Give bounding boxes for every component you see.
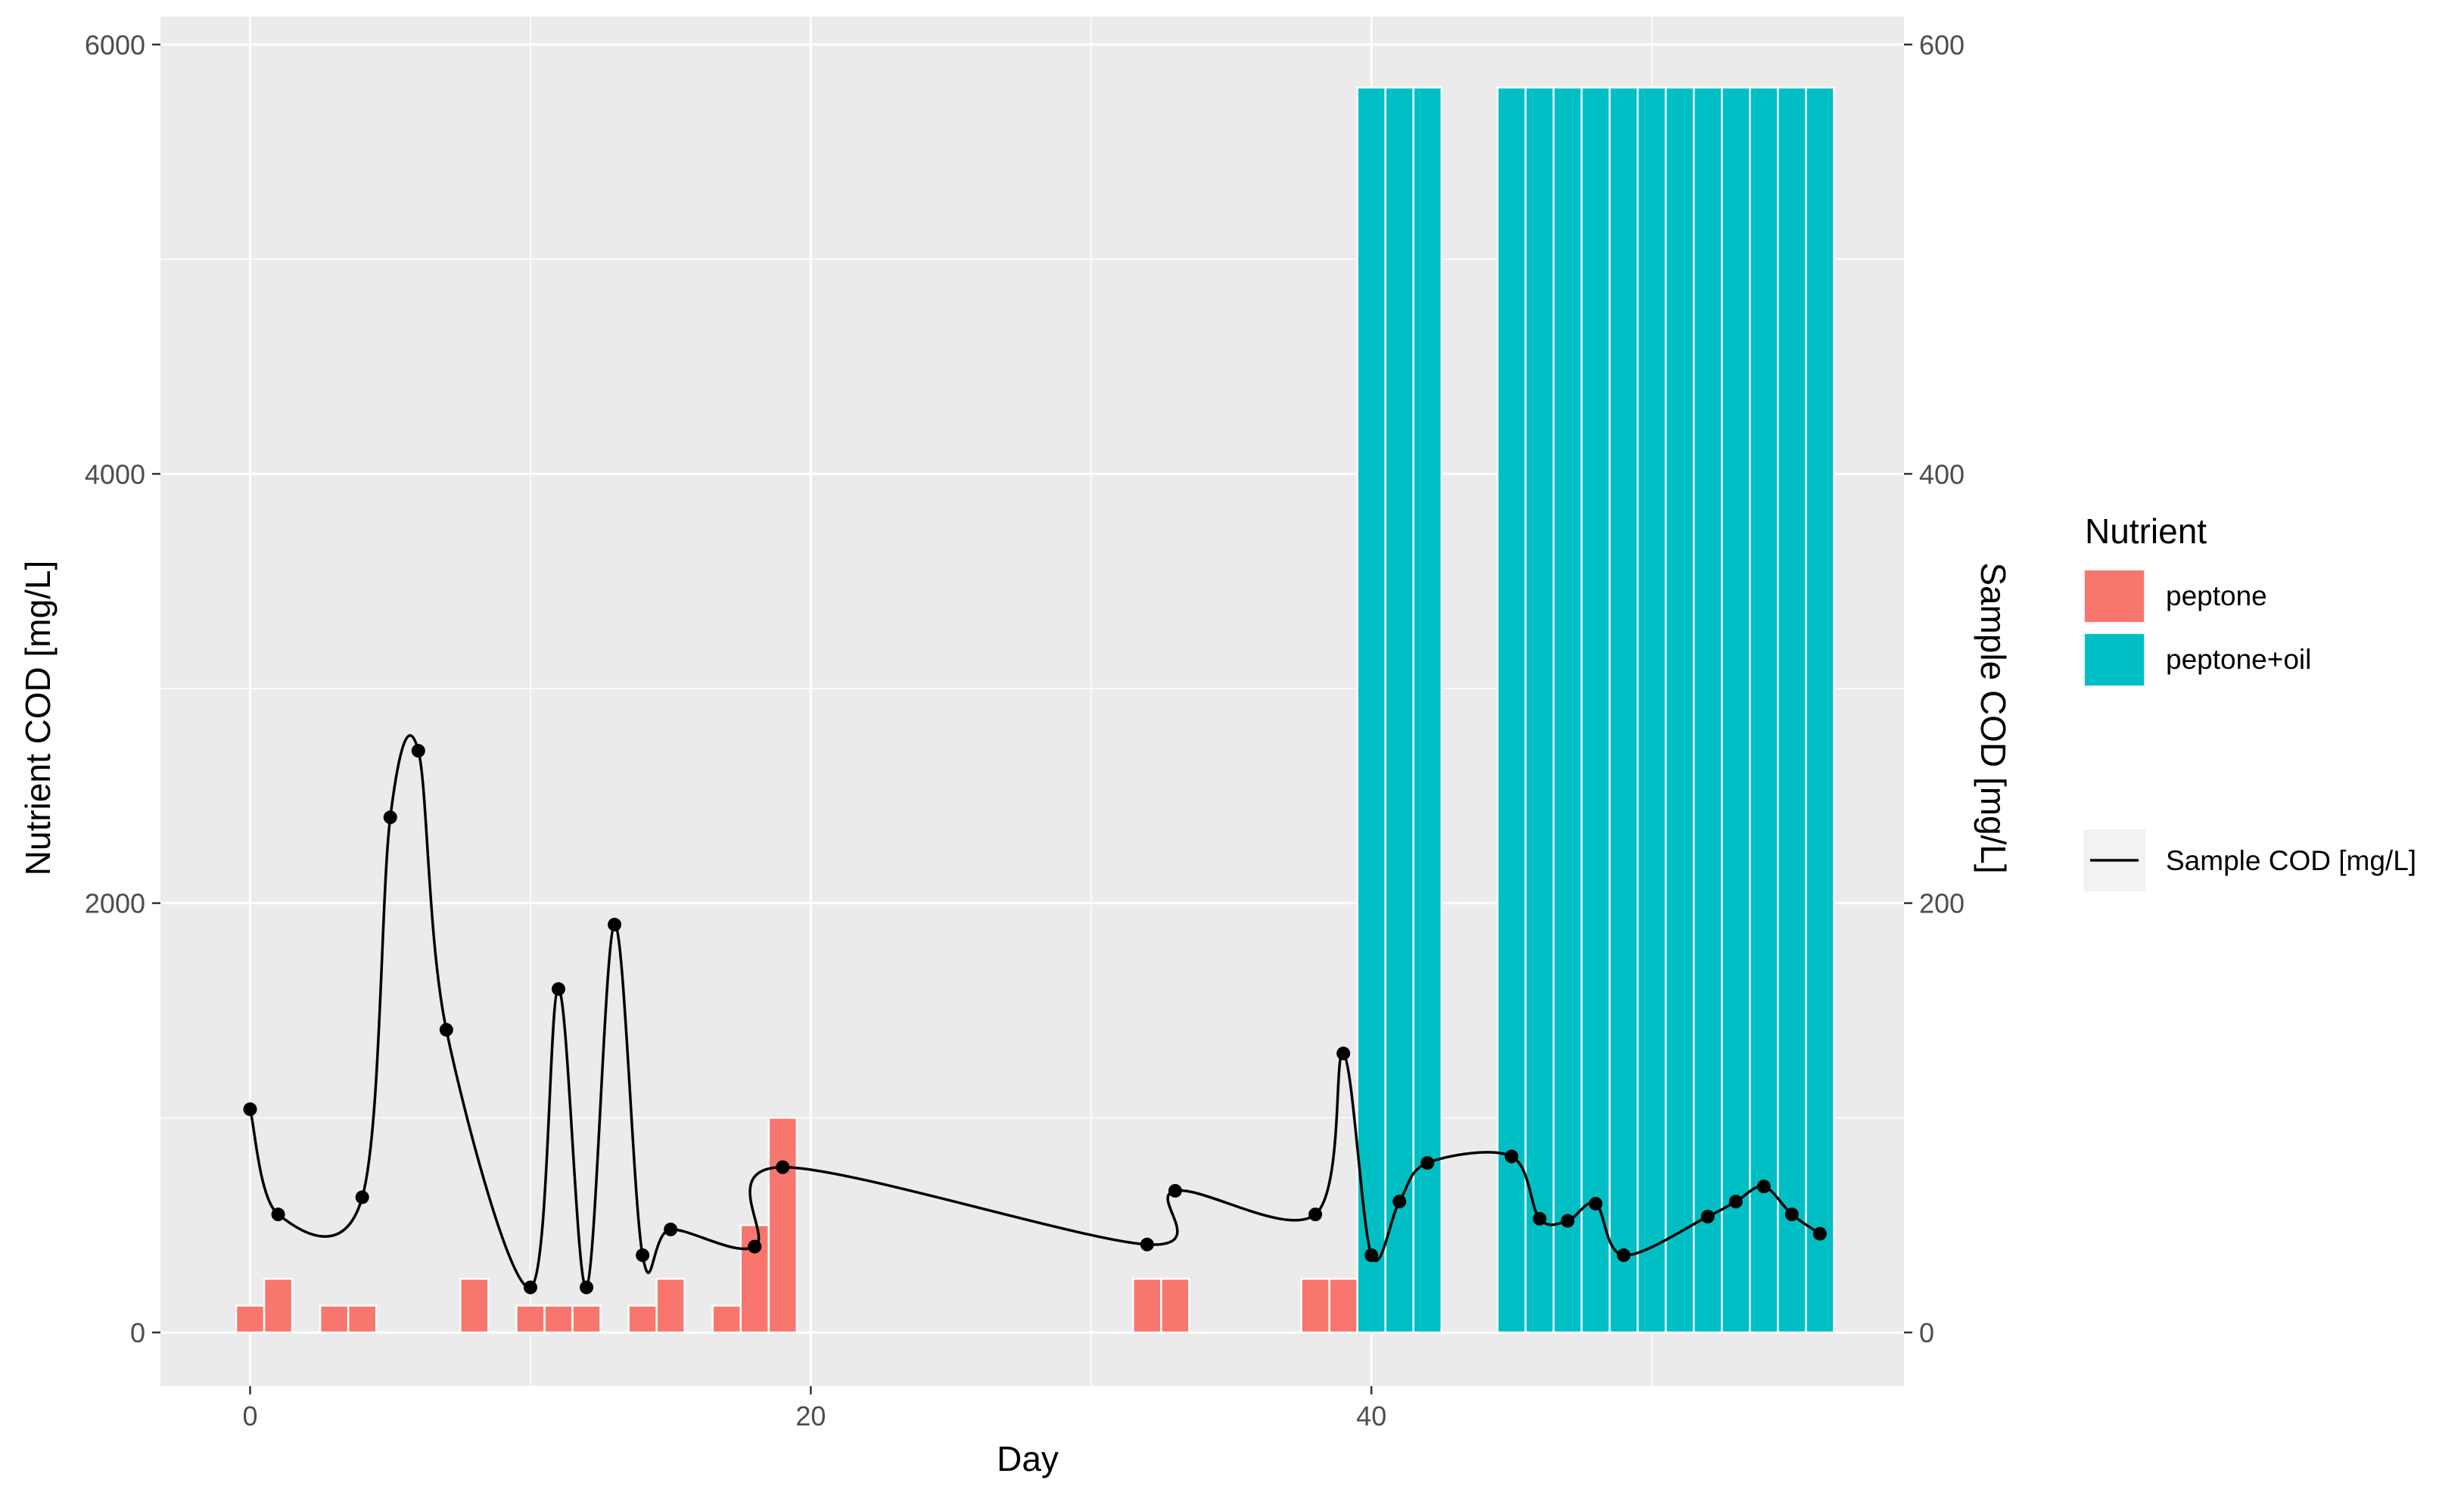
legend-swatch-peptone-oil	[2085, 634, 2144, 685]
y-left-tick-label: 0	[130, 1317, 145, 1348]
legend-label-peptone-oil: peptone+oil	[2166, 644, 2311, 675]
sample-cod-point	[551, 982, 565, 996]
sample-cod-point	[1336, 1046, 1351, 1061]
sample-cod-point	[1616, 1248, 1631, 1262]
bar-peptone	[571, 1304, 602, 1334]
sample-cod-point	[523, 1280, 537, 1295]
bar-peptone	[1328, 1277, 1358, 1334]
bar-peptone-oil	[1384, 86, 1415, 1334]
bar-peptone-oil	[1749, 86, 1779, 1334]
bar-peptone	[627, 1304, 658, 1334]
x-tick-label: 40	[1356, 1401, 1386, 1432]
bar-peptone-oil	[1777, 86, 1807, 1334]
bar-peptone-oil	[1412, 86, 1443, 1334]
sample-cod-point	[1700, 1209, 1715, 1223]
bar-peptone	[347, 1304, 378, 1334]
bar-peptone-oil	[1524, 86, 1555, 1334]
bar-peptone	[1300, 1277, 1330, 1334]
sample-cod-point	[1308, 1208, 1323, 1222]
x-axis-title: Day	[997, 1439, 1059, 1478]
bar-peptone	[235, 1304, 266, 1334]
sample-cod-point	[776, 1160, 790, 1174]
sample-cod-point	[1588, 1196, 1603, 1211]
bar-peptone	[319, 1304, 350, 1334]
sample-cod-point	[355, 1190, 369, 1205]
bar-peptone-oil	[1552, 86, 1583, 1334]
legend: Nutrient peptone peptone+oil Sample COD …	[2083, 511, 2416, 891]
sample-cod-point	[608, 918, 622, 932]
y-right-tick-label: 200	[1919, 888, 1965, 919]
sample-cod-points	[243, 744, 1827, 1295]
sample-cod-point	[383, 810, 397, 825]
bar-peptone-oil	[1664, 86, 1695, 1334]
legend-swatch-peptone	[2085, 570, 2144, 622]
bar-peptone	[767, 1117, 798, 1334]
y-right-tick-label: 0	[1919, 1317, 1934, 1348]
legend-title: Nutrient	[2085, 511, 2207, 551]
sample-cod-point	[243, 1102, 257, 1117]
bar-peptone-oil	[1720, 86, 1751, 1334]
sample-cod-point	[1168, 1183, 1182, 1198]
sample-cod-point	[1504, 1149, 1519, 1164]
bar-peptone	[655, 1277, 686, 1334]
y-right-axis-title: Sample COD [mg/L]	[1974, 562, 2013, 874]
x-tick-label: 20	[795, 1401, 826, 1432]
bar-peptone-oil	[1692, 86, 1723, 1334]
y-left-axis-title: Nutrient COD [mg/L]	[18, 561, 58, 876]
sample-cod-point	[1560, 1214, 1575, 1228]
bar-peptone	[543, 1304, 574, 1334]
sample-cod-point	[1728, 1195, 1743, 1209]
bar-peptone-oil	[1608, 86, 1639, 1334]
legend-label-sample-cod: Sample COD [mg/L]	[2166, 845, 2416, 876]
bar-peptone-oil	[1356, 86, 1386, 1334]
y-left-tick-label: 4000	[85, 459, 145, 490]
sample-cod-point	[271, 1208, 285, 1222]
y-right-tick-label: 400	[1919, 459, 1965, 490]
sample-cod-point	[664, 1222, 678, 1236]
sample-cod-point	[1532, 1211, 1547, 1226]
sample-cod-point	[1140, 1237, 1154, 1251]
sample-cod-point	[580, 1280, 594, 1295]
sample-cod-line	[248, 734, 1821, 1289]
bar-peptone	[515, 1304, 546, 1334]
y-left-tick-label: 6000	[85, 30, 145, 61]
legend-label-peptone: peptone	[2166, 580, 2267, 611]
bar-peptone-oil	[1580, 86, 1611, 1334]
sample-cod-point	[411, 744, 425, 758]
bar-peptone-oil	[1636, 86, 1667, 1334]
sample-cod-point	[1392, 1195, 1407, 1209]
x-tick-label: 0	[243, 1401, 258, 1432]
sample-cod-point	[1812, 1226, 1827, 1241]
bars	[235, 86, 1835, 1334]
bar-peptone	[263, 1277, 294, 1334]
sample-cod-point	[636, 1248, 650, 1262]
bar-peptone-oil	[1805, 86, 1835, 1334]
y-left-tick-label: 2000	[85, 888, 145, 919]
bar-peptone	[1132, 1277, 1162, 1334]
y-right-tick-label: 600	[1919, 30, 1965, 61]
bar-peptone	[1160, 1277, 1190, 1334]
bar-peptone	[459, 1277, 490, 1334]
bar-peptone	[711, 1304, 742, 1334]
bar-peptone-oil	[1496, 86, 1527, 1334]
sample-cod-point	[439, 1023, 453, 1037]
sample-cod-point	[748, 1239, 762, 1254]
sample-cod-point	[1364, 1248, 1379, 1262]
sample-cod-point	[1420, 1155, 1435, 1170]
sample-cod-point	[1784, 1208, 1799, 1222]
sample-cod-point	[1756, 1180, 1771, 1194]
